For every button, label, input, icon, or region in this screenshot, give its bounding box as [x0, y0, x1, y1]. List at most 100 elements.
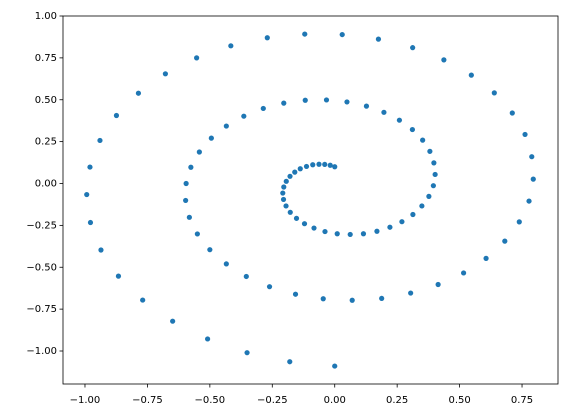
point	[509, 110, 515, 116]
point	[363, 103, 370, 109]
point	[281, 100, 287, 106]
point	[530, 176, 536, 182]
point	[320, 296, 326, 302]
point	[196, 149, 202, 155]
point	[322, 228, 328, 235]
point	[396, 117, 403, 123]
point	[194, 231, 200, 237]
point	[162, 71, 168, 77]
point	[522, 131, 528, 138]
point	[188, 164, 194, 170]
point	[87, 164, 93, 170]
point	[287, 359, 293, 365]
y-tick-label: −0.75	[26, 304, 57, 315]
point	[135, 90, 142, 96]
point	[379, 295, 385, 302]
y-tick-label: 0.50	[35, 95, 57, 106]
point	[115, 273, 122, 279]
point	[332, 363, 338, 369]
point	[223, 123, 229, 129]
point	[334, 231, 340, 237]
point	[303, 163, 310, 170]
point	[140, 297, 146, 303]
point	[287, 173, 293, 179]
point	[241, 113, 247, 119]
point	[264, 35, 270, 41]
point	[228, 43, 234, 49]
point	[266, 284, 273, 290]
point	[287, 209, 293, 215]
x-tick-label: 0.25	[386, 395, 408, 406]
point	[375, 36, 382, 42]
point	[223, 261, 229, 267]
point	[260, 105, 266, 112]
point	[183, 197, 189, 204]
point	[491, 90, 497, 96]
point	[441, 57, 447, 63]
point	[280, 196, 287, 203]
x-tick-label: −0.25	[257, 395, 288, 406]
x-tick-label: −0.75	[132, 395, 163, 406]
point	[332, 164, 338, 170]
x-tick-label: 0.00	[324, 395, 346, 406]
point	[431, 160, 437, 166]
point	[381, 109, 387, 115]
point	[183, 180, 189, 187]
point	[292, 291, 299, 297]
y-tick-label: −1.00	[26, 346, 57, 357]
point	[360, 231, 367, 237]
point	[281, 184, 287, 190]
point	[283, 203, 289, 209]
point	[87, 219, 94, 226]
point	[194, 55, 200, 61]
point	[292, 169, 298, 175]
point	[208, 135, 214, 141]
point	[420, 137, 426, 143]
point	[516, 219, 522, 225]
point	[435, 281, 441, 288]
point	[410, 211, 416, 218]
point	[323, 97, 330, 103]
x-tick-label: −1.00	[70, 395, 101, 406]
point	[301, 221, 308, 227]
point	[207, 247, 213, 253]
point	[113, 112, 120, 119]
y-tick-label: 0.75	[35, 53, 57, 64]
axes-frame	[62, 15, 559, 385]
y-tick-label: −0.50	[26, 262, 57, 273]
point	[409, 126, 415, 133]
point	[430, 183, 436, 189]
point	[468, 72, 474, 78]
x-tick-label: −0.50	[195, 395, 226, 406]
point	[529, 154, 535, 160]
point	[374, 228, 380, 234]
point	[347, 231, 353, 238]
point	[283, 178, 289, 184]
y-tick-label: 1.00	[35, 11, 57, 22]
point	[297, 166, 303, 172]
point	[170, 318, 176, 324]
point	[399, 219, 405, 225]
point	[316, 161, 322, 167]
point	[244, 350, 250, 356]
point	[205, 336, 211, 342]
point	[293, 215, 300, 221]
point	[410, 45, 416, 51]
point	[302, 97, 308, 103]
point	[344, 99, 350, 105]
point	[349, 297, 355, 303]
point	[302, 31, 308, 37]
point	[408, 290, 414, 296]
point	[311, 225, 317, 231]
x-tick-label: 0.75	[511, 395, 533, 406]
y-tick-label: 0.00	[35, 179, 57, 190]
point	[84, 191, 90, 198]
point	[426, 193, 432, 199]
point	[432, 171, 438, 178]
point	[310, 162, 316, 168]
point	[97, 137, 103, 144]
point	[243, 273, 249, 280]
point	[387, 224, 393, 230]
point	[419, 203, 425, 209]
